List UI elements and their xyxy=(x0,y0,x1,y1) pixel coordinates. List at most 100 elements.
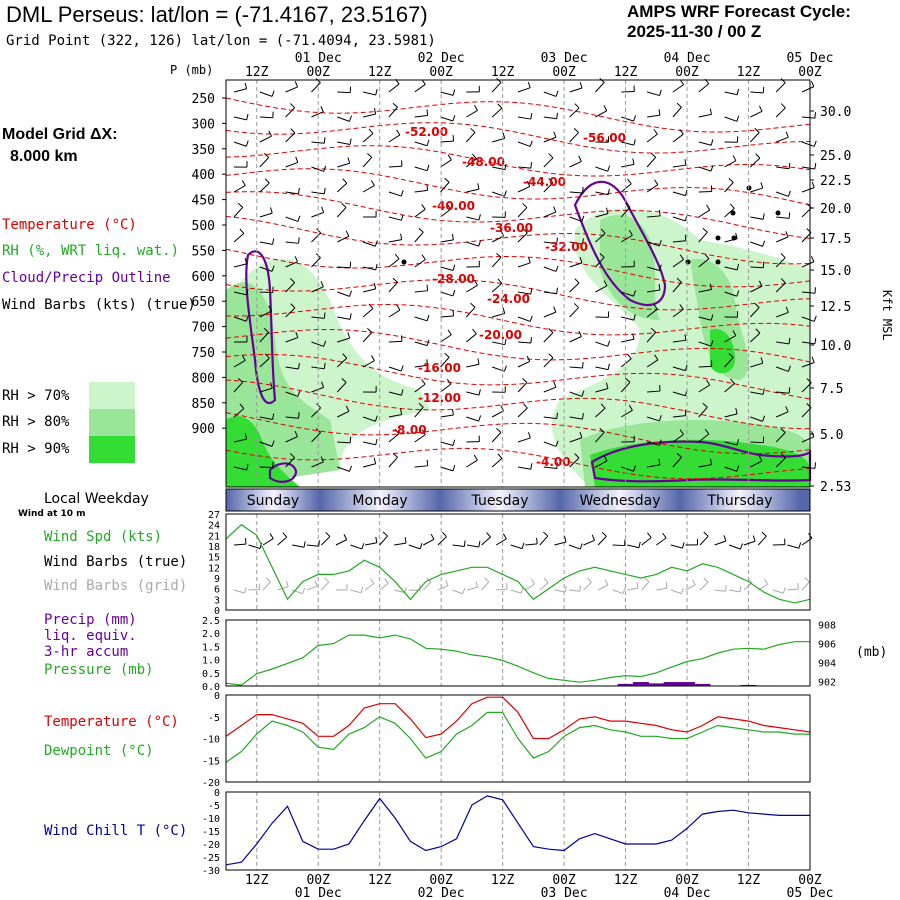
xs-wind-barb-flag xyxy=(426,284,429,291)
surface-wind-barb-grid xyxy=(729,585,742,593)
xs-wind-barb xyxy=(466,415,482,422)
xs-wind-barb-shaft xyxy=(621,316,635,321)
xs-wind-barb-shaft xyxy=(750,391,764,395)
xs-wind-barb-shaft xyxy=(336,357,348,368)
surface-wind-barb-grid-shaft xyxy=(641,581,650,591)
xs-wind-barb-flag xyxy=(709,108,712,115)
surface-wind-barb-true-flag xyxy=(463,540,466,547)
temperature-contour-label: -4.00 xyxy=(536,455,571,469)
xs-wind-barb xyxy=(672,364,688,372)
surface-wind-barb-true-flag xyxy=(269,533,274,539)
xs-wind-barb xyxy=(466,279,478,293)
xs-wind-barb-shaft xyxy=(362,360,375,368)
xs-wind-barb-flag xyxy=(477,183,480,190)
surface-wind-barb-true-flag xyxy=(579,543,583,550)
xs-wind-barb-flag xyxy=(730,378,735,384)
xs-wind-barb-shaft xyxy=(724,466,737,472)
xs-wind-barb xyxy=(621,139,636,146)
xs-wind-barb xyxy=(492,386,506,393)
xs-wind-barb-shaft xyxy=(698,289,712,293)
xs-wind-barb-flag xyxy=(780,78,786,84)
surface-wind-barb-true-flag xyxy=(404,537,407,544)
xs-wind-barb-flag xyxy=(368,303,374,309)
xs-wind-barb-flag xyxy=(297,362,300,370)
xs-wind-barb-flag xyxy=(268,130,272,137)
xs-wind-barb xyxy=(440,352,450,368)
xs-wind-barb-shaft xyxy=(414,406,424,418)
xs-wind-barb-shaft xyxy=(698,384,710,393)
xs-wind-barb-flag xyxy=(342,353,348,359)
xs-wind-barb-shaft xyxy=(595,432,605,443)
xs-wind-barb xyxy=(388,277,398,293)
xs-wind-barb-shaft xyxy=(620,358,632,368)
xs-wind-barb-flag xyxy=(244,82,248,89)
xs-wind-barb xyxy=(569,186,584,194)
surface-wind-barb-grid xyxy=(787,583,799,591)
xs-wind-barb-flag xyxy=(323,312,326,319)
xs-wind-barb xyxy=(491,405,505,418)
cloud-outline xyxy=(268,462,298,483)
pressure-tick-label: 550 xyxy=(192,244,215,259)
xs-wind-barb-shaft xyxy=(466,158,477,168)
xs-wind-barb-shaft xyxy=(517,407,528,418)
xs-wind-barb xyxy=(621,435,635,443)
top-hour-label: 12Z xyxy=(491,65,515,80)
top-hour-label: 00Z xyxy=(798,65,822,80)
xs-wind-barb xyxy=(233,161,248,168)
xs-wind-barb-shaft xyxy=(569,307,579,318)
data-dot xyxy=(730,210,736,216)
xs-wind-barb xyxy=(698,283,712,293)
xs-wind-barb-shaft xyxy=(311,111,324,118)
xs-wind-barb-flag xyxy=(780,103,786,109)
xs-wind-barb-shaft xyxy=(750,332,761,343)
xs-wind-barb xyxy=(388,160,403,168)
xs-wind-barb xyxy=(362,438,378,446)
xs-wind-barb-shaft xyxy=(595,257,605,268)
xs-wind-barb-shaft xyxy=(698,316,712,321)
xs-wind-barb xyxy=(259,382,273,393)
xs-wind-barb-flag xyxy=(474,104,478,111)
xs-wind-barb-flag xyxy=(581,238,584,245)
surface-wind-barb-grid xyxy=(277,580,289,591)
xs-wind-barb-flag xyxy=(246,113,249,120)
xs-wind-barb-shaft xyxy=(337,91,351,94)
surface-wind-barb-grid-flag xyxy=(804,577,810,583)
xs-wind-barb xyxy=(595,403,606,418)
surface-wind-barb-grid-shaft xyxy=(612,589,624,595)
xs-wind-barb-shaft xyxy=(801,341,815,345)
xs-wind-barb xyxy=(414,284,429,293)
xs-wind-barb-shaft xyxy=(491,432,502,443)
xs-wind-barb xyxy=(337,230,350,243)
xs-wind-barb-shaft xyxy=(362,241,376,247)
xs-wind-barb-flag xyxy=(426,459,429,466)
surface-wind-barb-true-shaft xyxy=(379,535,388,546)
xs-wind-barb-flag xyxy=(244,257,248,265)
xs-wind-barb-flag xyxy=(736,88,740,95)
xs-wind-barb xyxy=(750,182,764,193)
surface-wind-barb-grid-shaft xyxy=(350,589,362,594)
xs-wind-barb xyxy=(388,335,403,343)
surface-wind-barb-grid-flag xyxy=(475,581,479,588)
xs-wind-barb-flag xyxy=(684,189,688,196)
xs-wind-barb xyxy=(517,256,531,268)
xs-wind-barb-flag xyxy=(290,128,296,134)
surface-wind-barb-true xyxy=(656,532,667,546)
xs-wind-barb-shaft xyxy=(647,215,661,218)
xs-wind-barb-shaft xyxy=(285,191,299,195)
xs-wind-barb-shaft xyxy=(672,281,682,293)
xs-wind-barb xyxy=(543,178,554,193)
data-dot xyxy=(401,259,407,265)
xs-wind-barb-shaft xyxy=(259,441,273,447)
xs-wind-barb-flag xyxy=(529,315,533,322)
surface-wind-barb-true-shaft xyxy=(583,539,595,546)
surface-wind-barb-grid-shaft xyxy=(481,581,490,591)
wind-tick-label: 12 xyxy=(208,563,220,574)
xs-wind-barb-flag xyxy=(394,253,400,260)
xs-wind-barb-flag xyxy=(755,153,761,159)
xs-wind-barb-flag xyxy=(272,413,275,420)
xs-wind-barb-flag xyxy=(605,382,609,389)
surface-wind-barb-true-shaft xyxy=(452,544,465,547)
xs-wind-barb-shaft xyxy=(621,234,633,243)
surface-wind-barb-grid-shaft xyxy=(699,581,709,591)
xs-wind-barb xyxy=(543,462,558,470)
